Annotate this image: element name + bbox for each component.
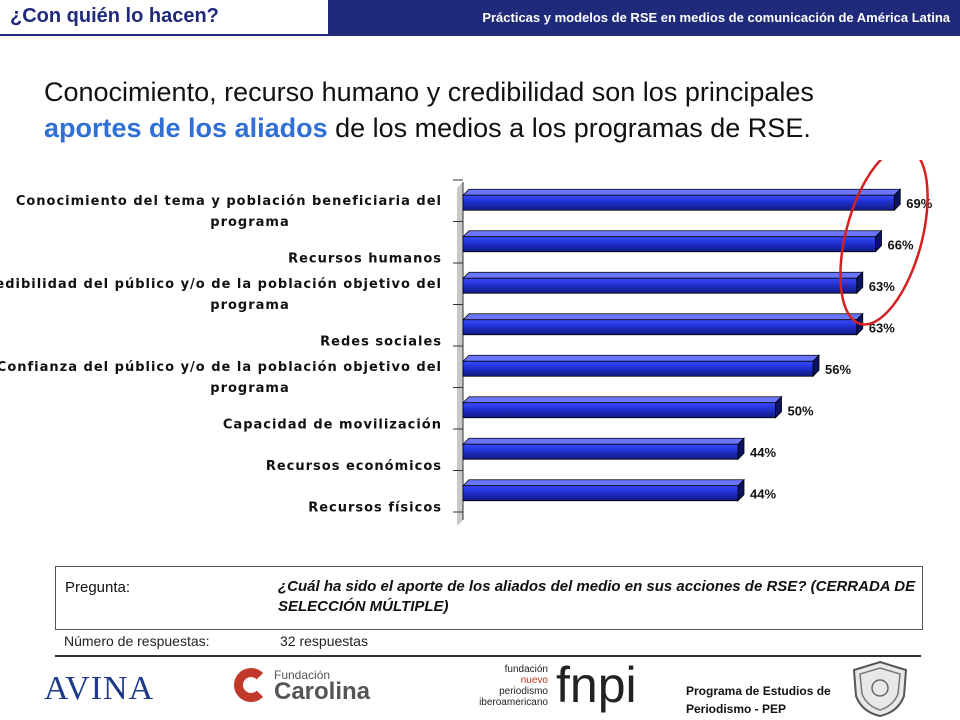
question-box: Pregunta: ¿Cuál ha sido el aporte de los… <box>55 566 923 630</box>
carolina-big: Carolina <box>274 678 371 705</box>
banner: Prácticas y modelos de RSE en medios de … <box>330 0 960 36</box>
value-label: 56% <box>825 362 851 377</box>
bar-front <box>462 236 876 253</box>
category-label: Credibilidad del público y/o de la pobla… <box>0 277 442 292</box>
bar-front <box>462 319 858 336</box>
category-label: Confianza del público y/o de la població… <box>0 360 442 375</box>
question-text: ¿Cuál ha sido el aporte de los aliados d… <box>278 578 916 615</box>
bar-top <box>462 354 820 362</box>
header-divider <box>0 34 960 36</box>
bar-front <box>462 443 739 460</box>
fnpi-word: fundación <box>504 664 548 675</box>
responses-value: 32 respuestas <box>280 633 368 649</box>
category-label: programa <box>210 381 289 396</box>
value-label: 44% <box>750 486 776 501</box>
title-highlight: aportes de los aliados <box>44 113 328 143</box>
value-label: 44% <box>750 445 776 460</box>
fnpi-word: periodismo <box>499 686 548 697</box>
category-label: Recursos económicos <box>266 459 442 474</box>
fnpi-word: nuevo <box>520 675 548 686</box>
fundacion-carolina-logo: Fundación Carolina <box>230 666 390 712</box>
avina-wordmark: AVINA <box>44 670 155 707</box>
bar <box>462 395 783 419</box>
bar-front <box>462 360 814 377</box>
bar-front <box>462 402 776 419</box>
title-rest: de los medios a los programas de RSE. <box>327 113 811 143</box>
fnpi-word: iberoamericano <box>479 697 548 708</box>
bar-front <box>462 194 895 211</box>
bar-top <box>462 271 864 279</box>
question-label: Pregunta: <box>65 579 131 596</box>
category-label: Recursos físicos <box>308 500 442 515</box>
avina-logo: AVINA <box>40 666 153 714</box>
axis-wall <box>457 182 463 526</box>
category-label: Capacidad de movilización <box>223 417 442 432</box>
category-label: Recursos humanos <box>288 251 442 266</box>
value-label: 63% <box>869 279 895 294</box>
section-title: ¿Con quién lo hacen? <box>10 5 219 27</box>
bar <box>462 271 864 295</box>
fnpi-logo: fundación nuevo periodismo iberoamerican… <box>476 657 676 716</box>
footer-divider <box>55 655 921 657</box>
carolina-c-icon <box>234 668 268 702</box>
category-label: Conocimiento del tema y población benefi… <box>16 194 442 209</box>
pep-line2: Periodismo - PEP <box>686 702 787 716</box>
bar-chart: 69% Conocimiento del tema y población ben… <box>0 160 933 526</box>
pep-label: Programa de Estudios de Periodismo - PEP <box>686 682 831 718</box>
bar <box>462 437 745 461</box>
responses-row: Número de respuestas: 32 respuestas <box>64 633 368 649</box>
bar-top <box>462 396 783 404</box>
category-label: programa <box>210 215 289 230</box>
bar <box>462 312 864 336</box>
bar <box>462 478 745 502</box>
bar-front <box>462 277 858 294</box>
bar-top <box>462 230 883 238</box>
fnpi-wordmark: fnpi <box>556 657 637 713</box>
slide-title: Conocimiento, recurso humano y credibili… <box>44 74 924 146</box>
value-label: 66% <box>888 237 914 252</box>
value-label: 50% <box>788 403 814 418</box>
fnpi-words: fundación nuevo periodismo iberoamerican… <box>476 664 548 708</box>
banner-text: Prácticas y modelos de RSE en medios de … <box>482 10 950 25</box>
category-label: Redes sociales <box>320 334 442 349</box>
value-label: 69% <box>906 196 932 211</box>
bar-top <box>462 188 902 196</box>
highlight-ellipse <box>839 160 929 326</box>
bar <box>462 354 820 378</box>
carolina-small: Fundación <box>274 668 331 682</box>
section-tab: ¿Con quién lo hacen? <box>0 0 330 36</box>
bar-front <box>462 485 739 502</box>
university-crest-icon <box>852 660 908 718</box>
value-label: 63% <box>869 320 895 335</box>
bar <box>462 229 883 253</box>
bar-top <box>462 313 864 321</box>
title-line1: Conocimiento, recurso humano y credibili… <box>44 77 814 107</box>
category-label: programa <box>210 298 289 313</box>
bar-top <box>462 437 745 445</box>
pep-line1: Programa de Estudios de <box>686 684 831 698</box>
header-bar: ¿Con quién lo hacen? Prácticas y modelos… <box>0 0 960 36</box>
responses-label: Número de respuestas: <box>64 633 210 649</box>
bar-top <box>462 479 745 487</box>
bar <box>462 188 902 212</box>
